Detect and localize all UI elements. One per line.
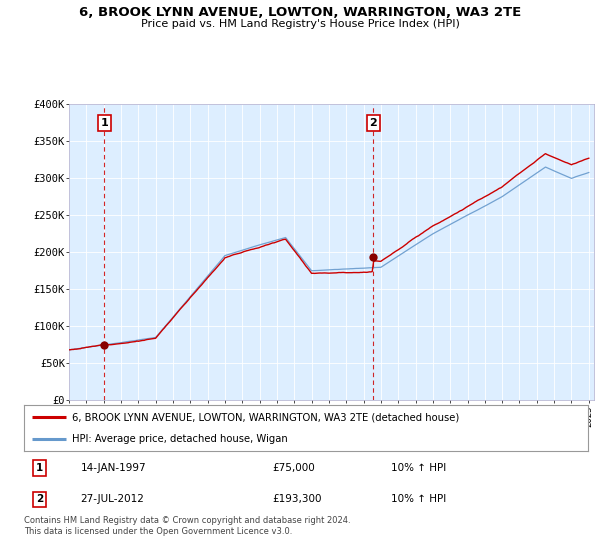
Text: 1: 1 bbox=[100, 118, 108, 128]
Text: 27-JUL-2012: 27-JUL-2012 bbox=[80, 494, 144, 505]
Text: HPI: Average price, detached house, Wigan: HPI: Average price, detached house, Wiga… bbox=[72, 435, 287, 444]
Text: 6, BROOK LYNN AVENUE, LOWTON, WARRINGTON, WA3 2TE: 6, BROOK LYNN AVENUE, LOWTON, WARRINGTON… bbox=[79, 6, 521, 18]
Text: £75,000: £75,000 bbox=[272, 463, 315, 473]
Text: 1: 1 bbox=[36, 463, 43, 473]
Text: 10% ↑ HPI: 10% ↑ HPI bbox=[391, 494, 446, 505]
Text: 6, BROOK LYNN AVENUE, LOWTON, WARRINGTON, WA3 2TE (detached house): 6, BROOK LYNN AVENUE, LOWTON, WARRINGTON… bbox=[72, 412, 459, 422]
Text: 10% ↑ HPI: 10% ↑ HPI bbox=[391, 463, 446, 473]
Text: Price paid vs. HM Land Registry's House Price Index (HPI): Price paid vs. HM Land Registry's House … bbox=[140, 19, 460, 29]
Text: Contains HM Land Registry data © Crown copyright and database right 2024.
This d: Contains HM Land Registry data © Crown c… bbox=[24, 516, 350, 536]
Text: 14-JAN-1997: 14-JAN-1997 bbox=[80, 463, 146, 473]
Text: 2: 2 bbox=[36, 494, 43, 505]
Text: 2: 2 bbox=[370, 118, 377, 128]
Text: £193,300: £193,300 bbox=[272, 494, 322, 505]
